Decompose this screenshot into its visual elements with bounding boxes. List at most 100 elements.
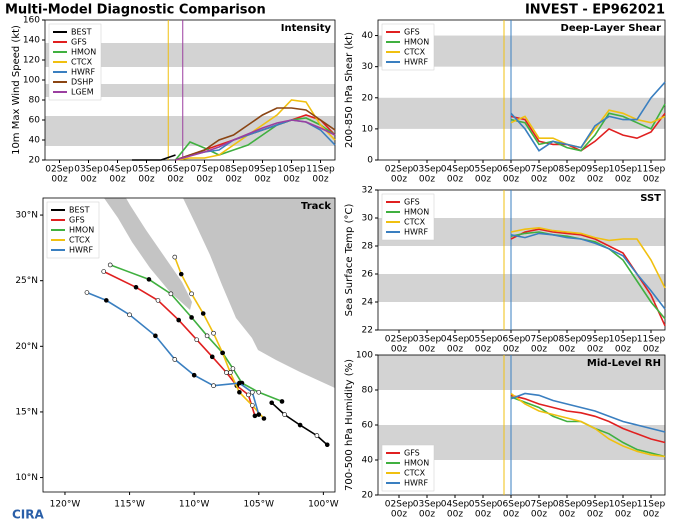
x-tick-day: 11Sep [637,500,666,510]
x-tick-label: 120°W [50,500,81,510]
y-axis-label: 10m Max Wind Speed (kt) [11,25,22,155]
x-tick-day: 05Sep [469,500,498,510]
x-tick-hour: 00z [503,175,519,185]
x-tick-hour: 00z [531,345,547,355]
series-line [510,109,666,149]
x-tick-day: 10Sep [277,165,306,175]
x-tick-day: 08Sep [553,335,582,345]
y-tick-label: 20 [29,156,41,166]
mainland [183,198,335,388]
x-tick-day: 02Sep [385,335,414,345]
track-point [101,269,107,274]
x-tick-label: 105°W [243,500,274,510]
series-line [510,392,666,433]
x-tick-hour: 00z [419,345,435,355]
x-tick-day: 11Sep [306,165,335,175]
legend-label: CTCX [404,48,426,57]
y-tick-label: 100 [356,351,373,361]
x-tick-hour: 00z [51,175,67,185]
plot-frame [44,19,336,161]
panel-title: Mid-Level RH [587,358,661,369]
legend-label: HMON [404,208,429,217]
legend-label: CTCX [404,469,426,478]
x-tick-label: 115°W [114,500,145,510]
track-point [107,262,113,268]
x-tick-hour: 00z [643,510,659,520]
x-tick-hour: 00z [312,175,328,185]
x-tick-day: 10Sep [609,335,638,345]
track-point [211,383,216,388]
track-point [204,333,210,339]
x-tick-day: 09Sep [248,165,277,175]
x-tick-day: 06Sep [497,335,526,345]
legend-label: HMON [71,48,96,57]
x-tick-day: 08Sep [219,165,248,175]
track-point [189,315,194,320]
band [45,84,335,97]
plot-frame [377,19,666,161]
x-tick-hour: 00z [615,510,631,520]
series-line [510,232,666,310]
y-tick-label: 0 [367,156,373,166]
x-tick-hour: 00z [419,510,435,520]
x-tick-day: 07Sep [525,500,554,510]
x-tick-hour: 00z [196,175,212,185]
y-tick-label: 10 [362,124,374,134]
x-tick-hour: 00z [283,175,299,185]
x-tick-day: 11Sep [637,335,666,345]
x-tick-label: 100°W [308,500,339,510]
x-tick-day: 03Sep [413,500,442,510]
track-point [252,413,258,419]
track-point [224,370,229,375]
x-tick-day: 09Sep [581,500,610,510]
x-tick-day: 11Sep [637,165,666,175]
figure-title: Multi-Model Diagnostic Comparison [5,3,266,18]
x-tick-day: 02Sep [385,500,414,510]
x-tick-day: 02Sep [45,165,74,175]
series-line [174,117,336,161]
x-tick-hour: 00z [531,175,547,185]
track-point [153,333,158,339]
track-point [237,389,242,395]
y-tick-label: 160 [23,16,40,26]
y-axis-label: 200-850 hPa Shear (kt) [344,32,355,148]
y-tick-label: 10°N [15,473,38,483]
track-point [172,254,178,260]
x-tick-day: 08Sep [553,165,582,175]
y-tick-label: 60 [362,421,374,431]
track-point [324,442,330,448]
x-tick-hour: 00z [475,510,491,520]
legend-label: HWRF [404,479,428,488]
track-point [84,290,90,295]
x-tick-hour: 00z [559,510,575,520]
x-tick-hour: 00z [391,345,407,355]
legend-label: HMON [404,459,429,468]
y-tick-label: 25°N [15,276,38,286]
track-point [256,389,262,395]
x-tick-hour: 00z [138,175,154,185]
x-tick-label: 110°W [179,500,210,510]
legend-label: CTCX [404,218,426,227]
x-tick-day: 03Sep [413,165,442,175]
x-tick-hour: 00z [447,175,463,185]
track-point [250,403,255,408]
x-tick-hour: 00z [615,175,631,185]
x-tick-hour: 00z [615,345,631,355]
x-tick-hour: 00z [587,175,603,185]
x-tick-hour: 00z [80,175,96,185]
x-tick-hour: 00z [587,345,603,355]
y-tick-label: 140 [23,36,40,46]
x-tick-hour: 00z [419,175,435,185]
legend-label: CTCX [71,58,93,67]
x-tick-hour: 00z [559,345,575,355]
legend-label: LGEM [71,88,94,97]
x-tick-day: 06Sep [497,500,526,510]
x-tick-day: 06Sep [161,165,190,175]
x-tick-hour: 00z [109,175,125,185]
y-tick-label: 20°N [15,342,38,352]
x-tick-day: 10Sep [609,500,638,510]
x-tick-hour: 00z [391,510,407,520]
series-line [510,226,666,289]
track-line [174,256,265,420]
x-tick-day: 02Sep [385,165,414,175]
